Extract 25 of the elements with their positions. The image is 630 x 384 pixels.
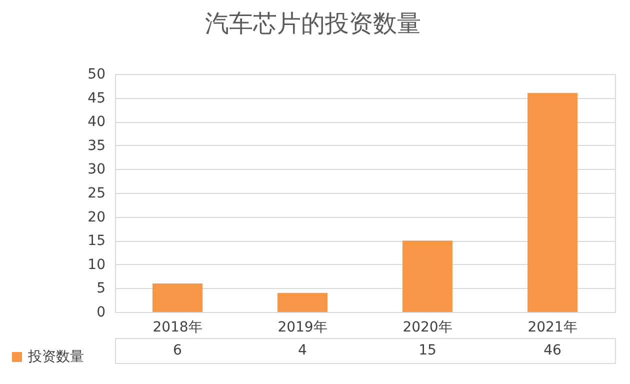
x-tick-label: 2021年 [528,320,578,336]
y-tick-label: 45 [88,90,106,106]
chart-title: 汽车芯片的投资数量 [204,10,421,38]
data-label: 46 [544,342,562,358]
y-tick-label: 15 [88,233,106,250]
y-tick-label: 10 [88,256,106,273]
x-tick-label: 2020年 [402,320,452,336]
bar [528,93,578,312]
legend-label: 投资数量 [27,349,84,365]
y-tick-label: 50 [88,66,106,82]
data-label: 4 [298,342,308,358]
y-tick-label: 0 [96,304,106,320]
y-tick-label: 35 [88,138,106,154]
data-label: 15 [418,342,436,358]
bar [278,292,328,312]
y-tick-label: 20 [88,209,106,226]
data-label: 6 [173,342,182,358]
bar [402,240,452,312]
y-tick-label: 5 [96,280,106,297]
y-tick-label: 40 [88,114,106,130]
y-tick-label: 25 [88,186,106,202]
bar [152,283,202,312]
x-tick-label: 2019年 [278,320,328,336]
x-tick-label: 2018年 [152,320,202,336]
y-tick-label: 30 [88,162,106,178]
